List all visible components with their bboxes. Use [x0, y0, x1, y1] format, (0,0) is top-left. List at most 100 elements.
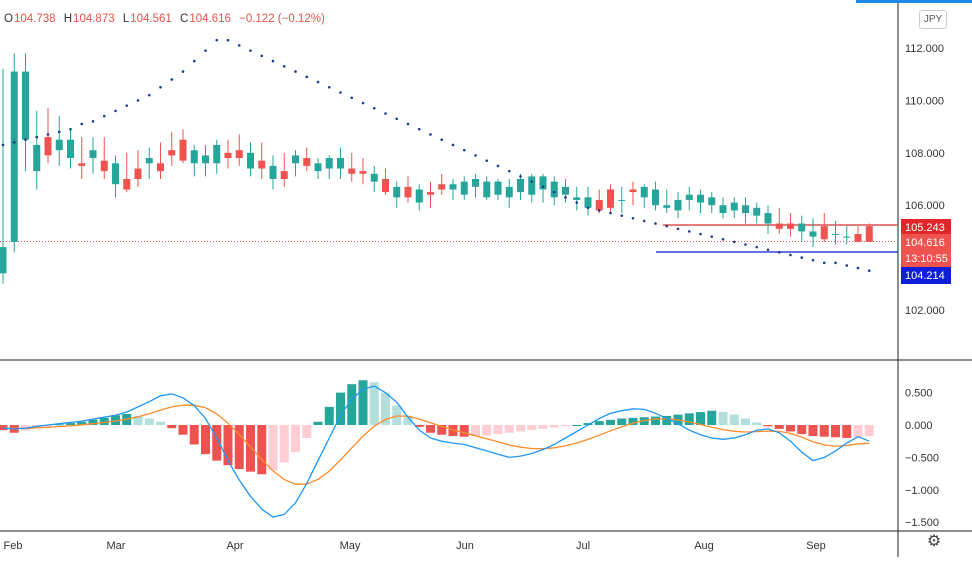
candle-body[interactable]	[179, 139, 187, 161]
candle-body[interactable]	[359, 171, 367, 174]
candle-body[interactable]	[607, 189, 614, 208]
time-axis-label: Jun	[456, 540, 474, 552]
candle-body[interactable]	[854, 234, 862, 242]
candle-body[interactable]	[337, 158, 344, 169]
candle-body[interactable]	[517, 179, 524, 193]
candle-body[interactable]	[78, 163, 86, 166]
candle-body[interactable]	[67, 139, 74, 159]
candle-body[interactable]	[685, 194, 693, 200]
candle-body[interactable]	[764, 213, 772, 224]
candle-body[interactable]	[427, 192, 434, 195]
candle-body[interactable]	[157, 163, 164, 172]
candle-body[interactable]	[584, 197, 592, 208]
macd-histogram-bar	[707, 410, 717, 425]
candle-body[interactable]	[55, 139, 63, 151]
candle-body[interactable]	[674, 199, 682, 211]
candle-body[interactable]	[460, 181, 468, 195]
candle-body[interactable]	[112, 163, 119, 185]
sar-dot	[46, 133, 50, 136]
candle-body[interactable]	[269, 165, 277, 179]
candle-body[interactable]	[134, 168, 142, 179]
candle-body[interactable]	[404, 186, 412, 198]
sar-dot	[654, 222, 657, 225]
macd-histogram-bar	[268, 425, 278, 471]
sar-dot	[597, 209, 601, 212]
candle-body[interactable]	[438, 184, 446, 190]
candle-body[interactable]	[494, 181, 502, 195]
candle-body[interactable]	[730, 202, 738, 211]
candle-body[interactable]	[697, 194, 704, 203]
candle-body[interactable]	[618, 199, 626, 201]
macd-line	[2, 385, 870, 518]
candle-body[interactable]	[775, 223, 783, 229]
candle-body[interactable]	[224, 152, 232, 159]
candle-body[interactable]	[663, 205, 671, 208]
candle-body[interactable]	[505, 186, 513, 198]
candle-body[interactable]	[719, 205, 727, 214]
sar-dot	[834, 261, 837, 265]
candle-body[interactable]	[292, 155, 299, 164]
macd-histogram-bar	[842, 425, 852, 438]
candle-body[interactable]	[843, 236, 851, 238]
candle-body[interactable]	[123, 179, 131, 190]
sar-dot	[620, 214, 624, 217]
candle-body[interactable]	[190, 150, 198, 164]
candle-body[interactable]	[652, 189, 659, 206]
gear-icon[interactable]: ⚙	[926, 533, 942, 550]
candle-body[interactable]	[44, 137, 52, 156]
candle-body[interactable]	[202, 155, 209, 164]
candle-body[interactable]	[10, 71, 18, 242]
candle-body[interactable]	[629, 189, 637, 193]
currency-button[interactable]: JPY	[919, 10, 947, 29]
candle-body[interactable]	[798, 223, 806, 232]
candle-body[interactable]	[382, 179, 389, 193]
candle-body[interactable]	[528, 176, 536, 195]
candle-body[interactable]	[280, 171, 288, 179]
candle-body[interactable]	[303, 158, 311, 166]
candle-body[interactable]	[235, 150, 243, 159]
macd-histogram-bar	[111, 415, 120, 425]
candle-body[interactable]	[595, 199, 603, 211]
candle-body[interactable]	[708, 197, 716, 206]
candle-body[interactable]	[787, 223, 794, 229]
candle-body[interactable]	[865, 226, 873, 242]
candle-body[interactable]	[100, 160, 108, 172]
candle-body[interactable]	[348, 168, 356, 174]
sar-dot	[327, 86, 331, 89]
candle-body[interactable]	[22, 71, 29, 140]
candle-body[interactable]	[809, 231, 817, 237]
candle-body[interactable]	[370, 173, 378, 182]
candle-body[interactable]	[550, 181, 558, 198]
candle-body[interactable]	[562, 186, 569, 195]
sar-dot	[249, 49, 252, 52]
sar-dot	[631, 217, 635, 220]
candle-body[interactable]	[640, 186, 648, 198]
candle-body[interactable]	[415, 189, 423, 203]
candle-body[interactable]	[832, 234, 839, 236]
candle-body[interactable]	[247, 152, 254, 169]
candle-body[interactable]	[168, 150, 176, 156]
macd-histogram-bar	[347, 384, 357, 425]
candle-body[interactable]	[145, 158, 153, 164]
macd-histogram-bar	[279, 425, 289, 463]
candle-body[interactable]	[472, 179, 479, 187]
candle-body[interactable]	[742, 205, 749, 214]
candle-body[interactable]	[89, 150, 97, 159]
candle-body[interactable]	[820, 226, 828, 240]
candle-body[interactable]	[539, 176, 547, 190]
macd-histogram-bar	[662, 415, 672, 425]
candle-body[interactable]	[325, 158, 333, 169]
candle-body[interactable]	[213, 144, 221, 164]
candle-body[interactable]	[314, 163, 322, 172]
candle-body[interactable]	[753, 207, 761, 216]
candle-body[interactable]	[483, 181, 491, 198]
candle-body[interactable]	[393, 186, 401, 198]
candle-body[interactable]	[573, 197, 581, 200]
candle-body[interactable]	[33, 144, 41, 172]
candle-body[interactable]	[449, 184, 457, 190]
candle-body[interactable]	[0, 247, 7, 274]
candle-body[interactable]	[258, 160, 266, 169]
resistance-price-label: 105.243	[905, 222, 945, 234]
